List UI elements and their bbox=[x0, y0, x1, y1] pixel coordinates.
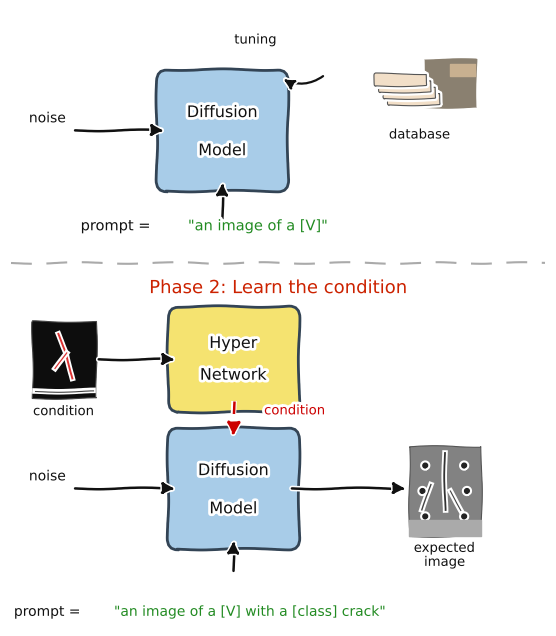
Text: tuning: tuning bbox=[234, 34, 277, 46]
Text: "an image of a [V]": "an image of a [V]" bbox=[188, 218, 328, 233]
Text: "an image of a [V] with a [class] crack": "an image of a [V] with a [class] crack" bbox=[114, 605, 386, 619]
Text: noise: noise bbox=[29, 111, 66, 125]
Text: expected: expected bbox=[414, 542, 476, 555]
FancyBboxPatch shape bbox=[157, 69, 288, 191]
FancyBboxPatch shape bbox=[409, 446, 481, 536]
Text: noise: noise bbox=[29, 469, 66, 483]
FancyBboxPatch shape bbox=[168, 307, 299, 412]
Text: Diffusion: Diffusion bbox=[187, 105, 258, 120]
FancyBboxPatch shape bbox=[384, 86, 436, 99]
Text: Hyper: Hyper bbox=[209, 336, 258, 351]
Text: prompt =: prompt = bbox=[14, 605, 85, 619]
FancyBboxPatch shape bbox=[424, 59, 477, 108]
FancyBboxPatch shape bbox=[388, 93, 440, 105]
Text: database: database bbox=[389, 128, 451, 141]
Text: Phase 2: Learn the condition: Phase 2: Learn the condition bbox=[149, 279, 407, 297]
Text: Model: Model bbox=[210, 501, 257, 516]
FancyBboxPatch shape bbox=[375, 74, 427, 86]
FancyBboxPatch shape bbox=[379, 80, 431, 92]
Text: condition: condition bbox=[33, 405, 95, 418]
FancyBboxPatch shape bbox=[168, 427, 299, 549]
Text: prompt =: prompt = bbox=[81, 218, 155, 233]
FancyBboxPatch shape bbox=[32, 321, 96, 398]
Text: Diffusion: Diffusion bbox=[198, 463, 269, 478]
Text: Model: Model bbox=[198, 143, 246, 158]
Text: condition: condition bbox=[264, 404, 326, 417]
Text: image: image bbox=[424, 556, 465, 569]
Text: Network: Network bbox=[200, 368, 267, 383]
